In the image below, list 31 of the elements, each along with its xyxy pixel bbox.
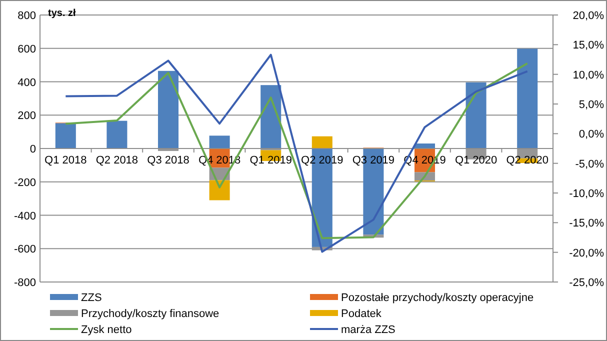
y-tick-label: 400 [18, 76, 36, 89]
y-tick-label: -400 [14, 210, 36, 222]
x-tick-label: Q3 2018 [147, 154, 190, 166]
y2-tick-label: 10,0% [572, 69, 604, 82]
y-tick-label: 200 [18, 110, 36, 122]
y-tick-label: -600 [14, 244, 36, 256]
y2-tick-label: -15,0% [569, 218, 604, 230]
x-tick-label: Q1 2020 [454, 154, 498, 166]
legend-label: Zysk netto [81, 324, 132, 336]
x-tick-label: Q1 2018 [44, 154, 87, 166]
y-tick-label: 0 [30, 144, 36, 156]
y-tick-label: 600 [18, 43, 36, 56]
legend-label: ZZS [81, 292, 102, 304]
y-tick-label: -800 [14, 277, 36, 289]
y2-tick-label: 20,0% [572, 10, 604, 22]
y-tick-label: -200 [14, 176, 36, 189]
y2-tick-label: -5,0% [575, 158, 604, 170]
x-tick-label: Q1 2019 [250, 154, 292, 166]
y2-tick-label: 5,0% [578, 99, 604, 111]
y-axis-title: tys. zł [48, 8, 76, 19]
legend-label: Podatek [341, 308, 382, 320]
y2-tick-label: -10,0% [569, 188, 604, 200]
legend-label: Przychody/koszty finansowe [81, 308, 220, 320]
y2-tick-label: 15,0% [572, 40, 604, 52]
y2-tick-label: -25,0% [569, 277, 604, 289]
legend-label: Pozostałe przychody/koszty operacyjne [341, 292, 534, 304]
y-tick-label: 800 [18, 10, 36, 22]
x-tick-label: Q2 2018 [96, 154, 138, 166]
y2-tick-label: 0,0% [578, 128, 604, 141]
y2-tick-label: -20,0% [569, 247, 604, 260]
legend-label: marża ZZS [341, 324, 396, 336]
